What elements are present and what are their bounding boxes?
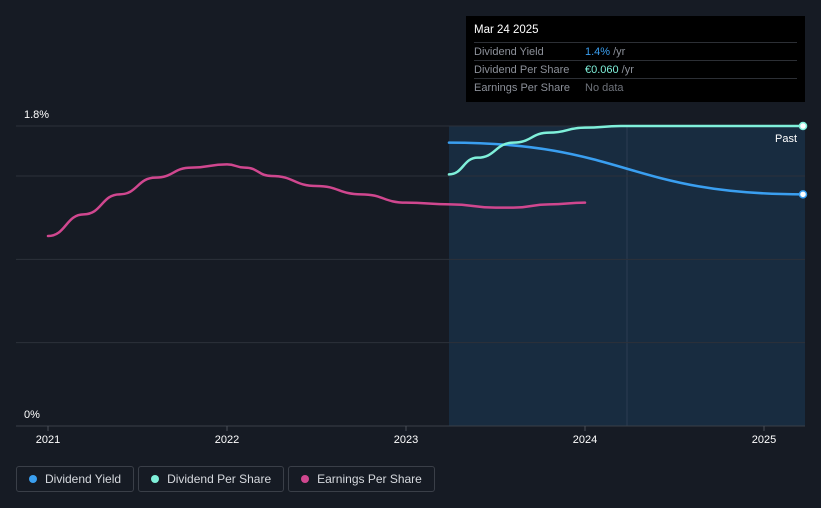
tooltip-label: Dividend Per Share [474, 63, 570, 76]
series-end-marker [798, 121, 808, 131]
series-line-dividend-yield [447, 141, 805, 196]
tooltip: Mar 24 2025 Dividend Yield 1.4% /yr Divi… [466, 16, 805, 102]
tooltip-row-dividend-per-share: Dividend Per Share €0.060 /yr [474, 60, 797, 78]
y-tick-bottom: 0% [24, 409, 40, 421]
legend-dot [29, 475, 37, 483]
past-label: Past [775, 133, 797, 145]
legend-dot [151, 475, 160, 483]
tooltip-label: Earnings Per Share [474, 81, 570, 94]
legend-label: Earnings Per Share [317, 472, 422, 486]
tooltip-date: Mar 24 2025 [474, 24, 539, 36]
series-line-earnings-per-share [46, 163, 587, 238]
tooltip-value: 1.4% [585, 45, 611, 58]
legend-label: Dividend Yield [45, 472, 122, 486]
tooltip-row-earnings-per-share: Earnings Per Share No data [474, 78, 797, 96]
series-lines [46, 121, 808, 238]
x-tick-label: 2025 [752, 434, 776, 446]
legend-label: Dividend Per Share [167, 472, 272, 486]
tooltip-value: No data [585, 81, 624, 94]
tooltip-label: Dividend Yield [474, 45, 544, 58]
tooltip-unit: /yr [621, 63, 634, 76]
tooltip-value: €0.060 [585, 63, 619, 76]
x-ticks: 2021 2022 2023 2024 2025 [36, 426, 776, 446]
series-end-marker [798, 190, 808, 199]
legend-item-dividend-per-share[interactable]: Dividend Per Share [138, 466, 285, 492]
legend-item-earnings-per-share[interactable]: Earnings Per Share [288, 466, 435, 492]
series-line-dividend-per-share [447, 124, 805, 176]
x-tick-label: 2022 [215, 434, 239, 446]
y-tick-top: 1.8% [24, 109, 49, 121]
x-tick-label: 2021 [36, 434, 60, 446]
legend: Dividend Yield Dividend Per Share Earnin… [16, 466, 435, 492]
x-tick-label: 2023 [394, 434, 418, 446]
legend-item-dividend-yield[interactable]: Dividend Yield [16, 466, 135, 492]
tooltip-unit: /yr [613, 45, 626, 58]
x-tick-label: 2024 [573, 434, 597, 446]
legend-dot [301, 475, 310, 483]
tooltip-row-dividend-yield: Dividend Yield 1.4% /yr [474, 42, 797, 60]
